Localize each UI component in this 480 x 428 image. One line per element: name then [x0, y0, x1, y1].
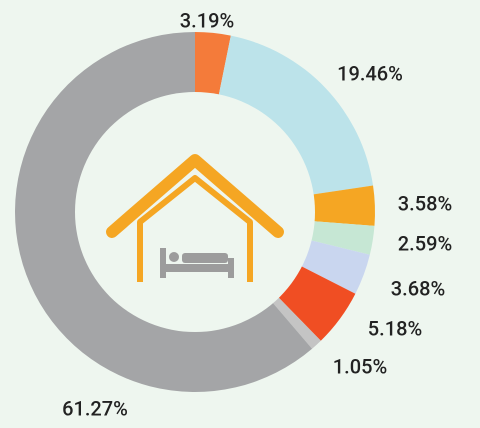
data-label: 3.68%	[391, 276, 445, 300]
slice	[277, 265, 356, 341]
data-label: 3.19%	[180, 8, 234, 32]
house-icon	[106, 154, 284, 282]
data-label: 2.59%	[398, 231, 452, 255]
data-label: 61.27%	[62, 396, 128, 420]
slice	[311, 185, 375, 226]
slice	[15, 32, 313, 393]
slice	[309, 221, 375, 255]
data-label: 5.18%	[368, 316, 422, 340]
slice	[271, 296, 321, 349]
data-label: 3.58%	[398, 191, 452, 215]
slice	[300, 240, 370, 294]
data-label: 1.05%	[333, 354, 387, 378]
slice	[195, 32, 231, 97]
slice	[218, 35, 374, 195]
donut	[15, 32, 375, 393]
donut-hole	[75, 92, 315, 332]
data-label: 19.46%	[337, 61, 403, 85]
